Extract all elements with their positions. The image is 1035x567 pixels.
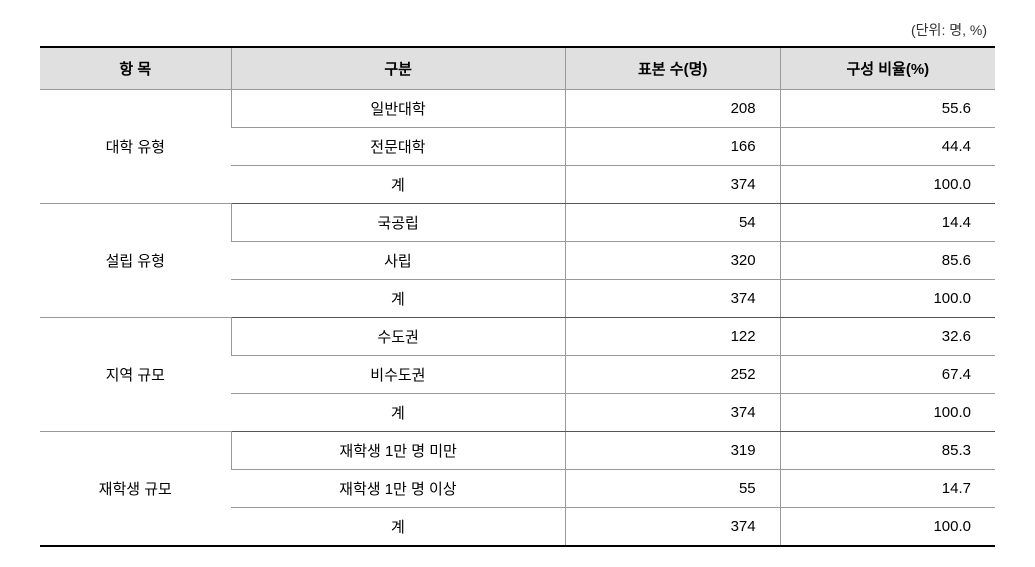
header-ratio: 구성 비율(%) — [780, 47, 995, 90]
ratio-cell: 85.3 — [780, 432, 995, 470]
subcat-cell: 계 — [231, 166, 565, 204]
subcat-cell: 재학생 1만 명 미만 — [231, 432, 565, 470]
ratio-cell: 67.4 — [780, 356, 995, 394]
table-row: 재학생 규모 재학생 1만 명 미만 319 85.3 — [40, 432, 995, 470]
subcat-cell: 일반대학 — [231, 90, 565, 128]
count-cell: 122 — [565, 318, 780, 356]
subcat-cell: 수도권 — [231, 318, 565, 356]
ratio-cell: 100.0 — [780, 166, 995, 204]
ratio-cell: 44.4 — [780, 128, 995, 166]
subcat-cell: 계 — [231, 508, 565, 547]
ratio-cell: 100.0 — [780, 280, 995, 318]
header-count: 표본 수(명) — [565, 47, 780, 90]
count-cell: 319 — [565, 432, 780, 470]
category-cell: 대학 유형 — [40, 90, 231, 204]
ratio-cell: 55.6 — [780, 90, 995, 128]
ratio-cell: 100.0 — [780, 394, 995, 432]
count-cell: 55 — [565, 470, 780, 508]
subcat-cell: 재학생 1만 명 이상 — [231, 470, 565, 508]
category-cell: 설립 유형 — [40, 204, 231, 318]
table-row: 설립 유형 국공립 54 14.4 — [40, 204, 995, 242]
subcat-cell: 국공립 — [231, 204, 565, 242]
count-cell: 166 — [565, 128, 780, 166]
category-cell: 지역 규모 — [40, 318, 231, 432]
count-cell: 374 — [565, 394, 780, 432]
subcat-cell: 계 — [231, 394, 565, 432]
table-row: 지역 규모 수도권 122 32.6 — [40, 318, 995, 356]
count-cell: 252 — [565, 356, 780, 394]
count-cell: 54 — [565, 204, 780, 242]
ratio-cell: 100.0 — [780, 508, 995, 547]
subcat-cell: 사립 — [231, 242, 565, 280]
unit-label: (단위: 명, %) — [40, 20, 995, 40]
table-body: 대학 유형 일반대학 208 55.6 전문대학 166 44.4 계 374 … — [40, 90, 995, 547]
count-cell: 374 — [565, 166, 780, 204]
subcat-cell: 전문대학 — [231, 128, 565, 166]
count-cell: 374 — [565, 280, 780, 318]
table-header-row: 항 목 구분 표본 수(명) 구성 비율(%) — [40, 47, 995, 90]
count-cell: 374 — [565, 508, 780, 547]
header-category: 항 목 — [40, 47, 231, 90]
data-table: 항 목 구분 표본 수(명) 구성 비율(%) 대학 유형 일반대학 208 5… — [40, 46, 995, 547]
header-subcategory: 구분 — [231, 47, 565, 90]
ratio-cell: 32.6 — [780, 318, 995, 356]
category-cell: 재학생 규모 — [40, 432, 231, 547]
ratio-cell: 14.4 — [780, 204, 995, 242]
ratio-cell: 14.7 — [780, 470, 995, 508]
table-row: 대학 유형 일반대학 208 55.6 — [40, 90, 995, 128]
count-cell: 208 — [565, 90, 780, 128]
subcat-cell: 계 — [231, 280, 565, 318]
count-cell: 320 — [565, 242, 780, 280]
ratio-cell: 85.6 — [780, 242, 995, 280]
subcat-cell: 비수도권 — [231, 356, 565, 394]
